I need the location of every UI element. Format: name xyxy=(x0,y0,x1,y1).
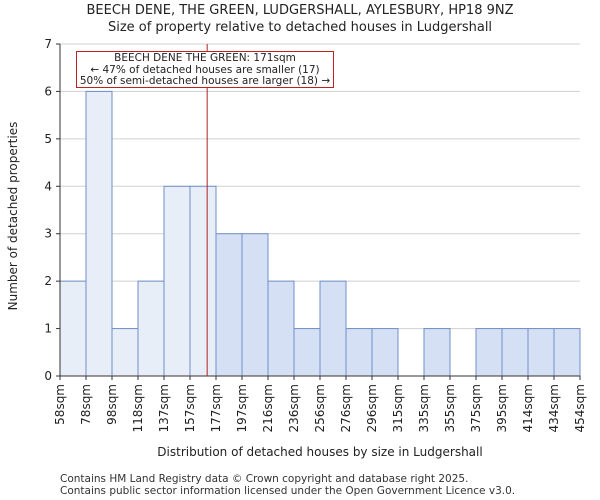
x-tick-label: 177sqm xyxy=(209,384,223,432)
x-tick-label: 335sqm xyxy=(417,384,431,432)
y-tick-label: 3 xyxy=(44,227,52,241)
x-tick-label: 157sqm xyxy=(183,384,197,432)
y-tick-label: 6 xyxy=(44,84,52,98)
histogram-bar xyxy=(319,280,347,377)
chart-title: Size of property relative to detached ho… xyxy=(107,20,493,35)
x-tick-label: 216sqm xyxy=(261,384,275,432)
x-tick-label: 197sqm xyxy=(235,384,249,432)
histogram-bar xyxy=(137,280,165,377)
histogram-bar xyxy=(59,280,87,377)
histogram-bar xyxy=(345,328,373,377)
x-tick-label: 395sqm xyxy=(495,384,509,432)
x-tick-label: 296sqm xyxy=(365,384,379,432)
x-tick-label: 78sqm xyxy=(79,384,93,425)
x-tick-label: 375sqm xyxy=(469,384,483,432)
histogram-bar xyxy=(475,328,503,377)
y-tick-label: 2 xyxy=(44,274,52,288)
footer-copyright: Contains HM Land Registry data © Crown c… xyxy=(60,473,469,485)
property-annotation-box: BEECH DENE THE GREEN: 171sqm ← 47% of de… xyxy=(76,51,334,88)
y-tick-label: 1 xyxy=(44,322,52,336)
histogram-bar xyxy=(423,328,451,377)
histogram-bar xyxy=(371,328,399,377)
histogram-bar xyxy=(267,280,295,377)
histogram-bar xyxy=(163,185,191,377)
annotation-line-2: ← 47% of detached houses are smaller (17… xyxy=(90,63,320,76)
y-tick-label: 4 xyxy=(44,179,52,193)
x-tick-label: 434sqm xyxy=(547,384,561,432)
x-tick-label: 355sqm xyxy=(443,384,457,432)
x-tick-label: 118sqm xyxy=(131,384,145,432)
y-tick-label: 5 xyxy=(44,132,52,146)
x-axis-label: Distribution of detached houses by size … xyxy=(157,445,483,459)
x-tick-label: 236sqm xyxy=(287,384,301,432)
histogram-bar xyxy=(553,328,581,377)
x-tick-label: 454sqm xyxy=(573,384,587,432)
x-tick-label: 98sqm xyxy=(105,384,119,425)
histogram-bar xyxy=(293,328,321,377)
histogram-bar xyxy=(189,185,217,377)
histogram-bar xyxy=(501,328,529,377)
histogram-bar xyxy=(85,90,113,377)
histogram-bar xyxy=(527,328,555,377)
x-tick-label: 256sqm xyxy=(313,384,327,432)
annotation-line-1: BEECH DENE THE GREEN: 171sqm xyxy=(114,52,296,64)
annotation-line-3: 50% of semi-detached houses are larger (… xyxy=(79,75,331,87)
x-tick-label: 137sqm xyxy=(157,384,171,432)
y-tick-label: 7 xyxy=(44,37,52,51)
y-axis-label: Number of detached properties xyxy=(6,121,20,311)
histogram-bar xyxy=(111,328,139,377)
chart-title-address: BEECH DENE, THE GREEN, LUDGERSHALL, AYLE… xyxy=(86,3,514,18)
x-tick-label: 414sqm xyxy=(521,384,535,432)
footer-licence: Contains public sector information licen… xyxy=(60,485,516,497)
x-tick-label: 315sqm xyxy=(391,384,405,432)
y-tick-label: 0 xyxy=(44,369,52,383)
histogram-bar xyxy=(241,233,269,377)
x-tick-label: 58sqm xyxy=(53,384,67,425)
x-tick-label: 276sqm xyxy=(339,384,353,432)
histogram-bar xyxy=(215,233,243,377)
